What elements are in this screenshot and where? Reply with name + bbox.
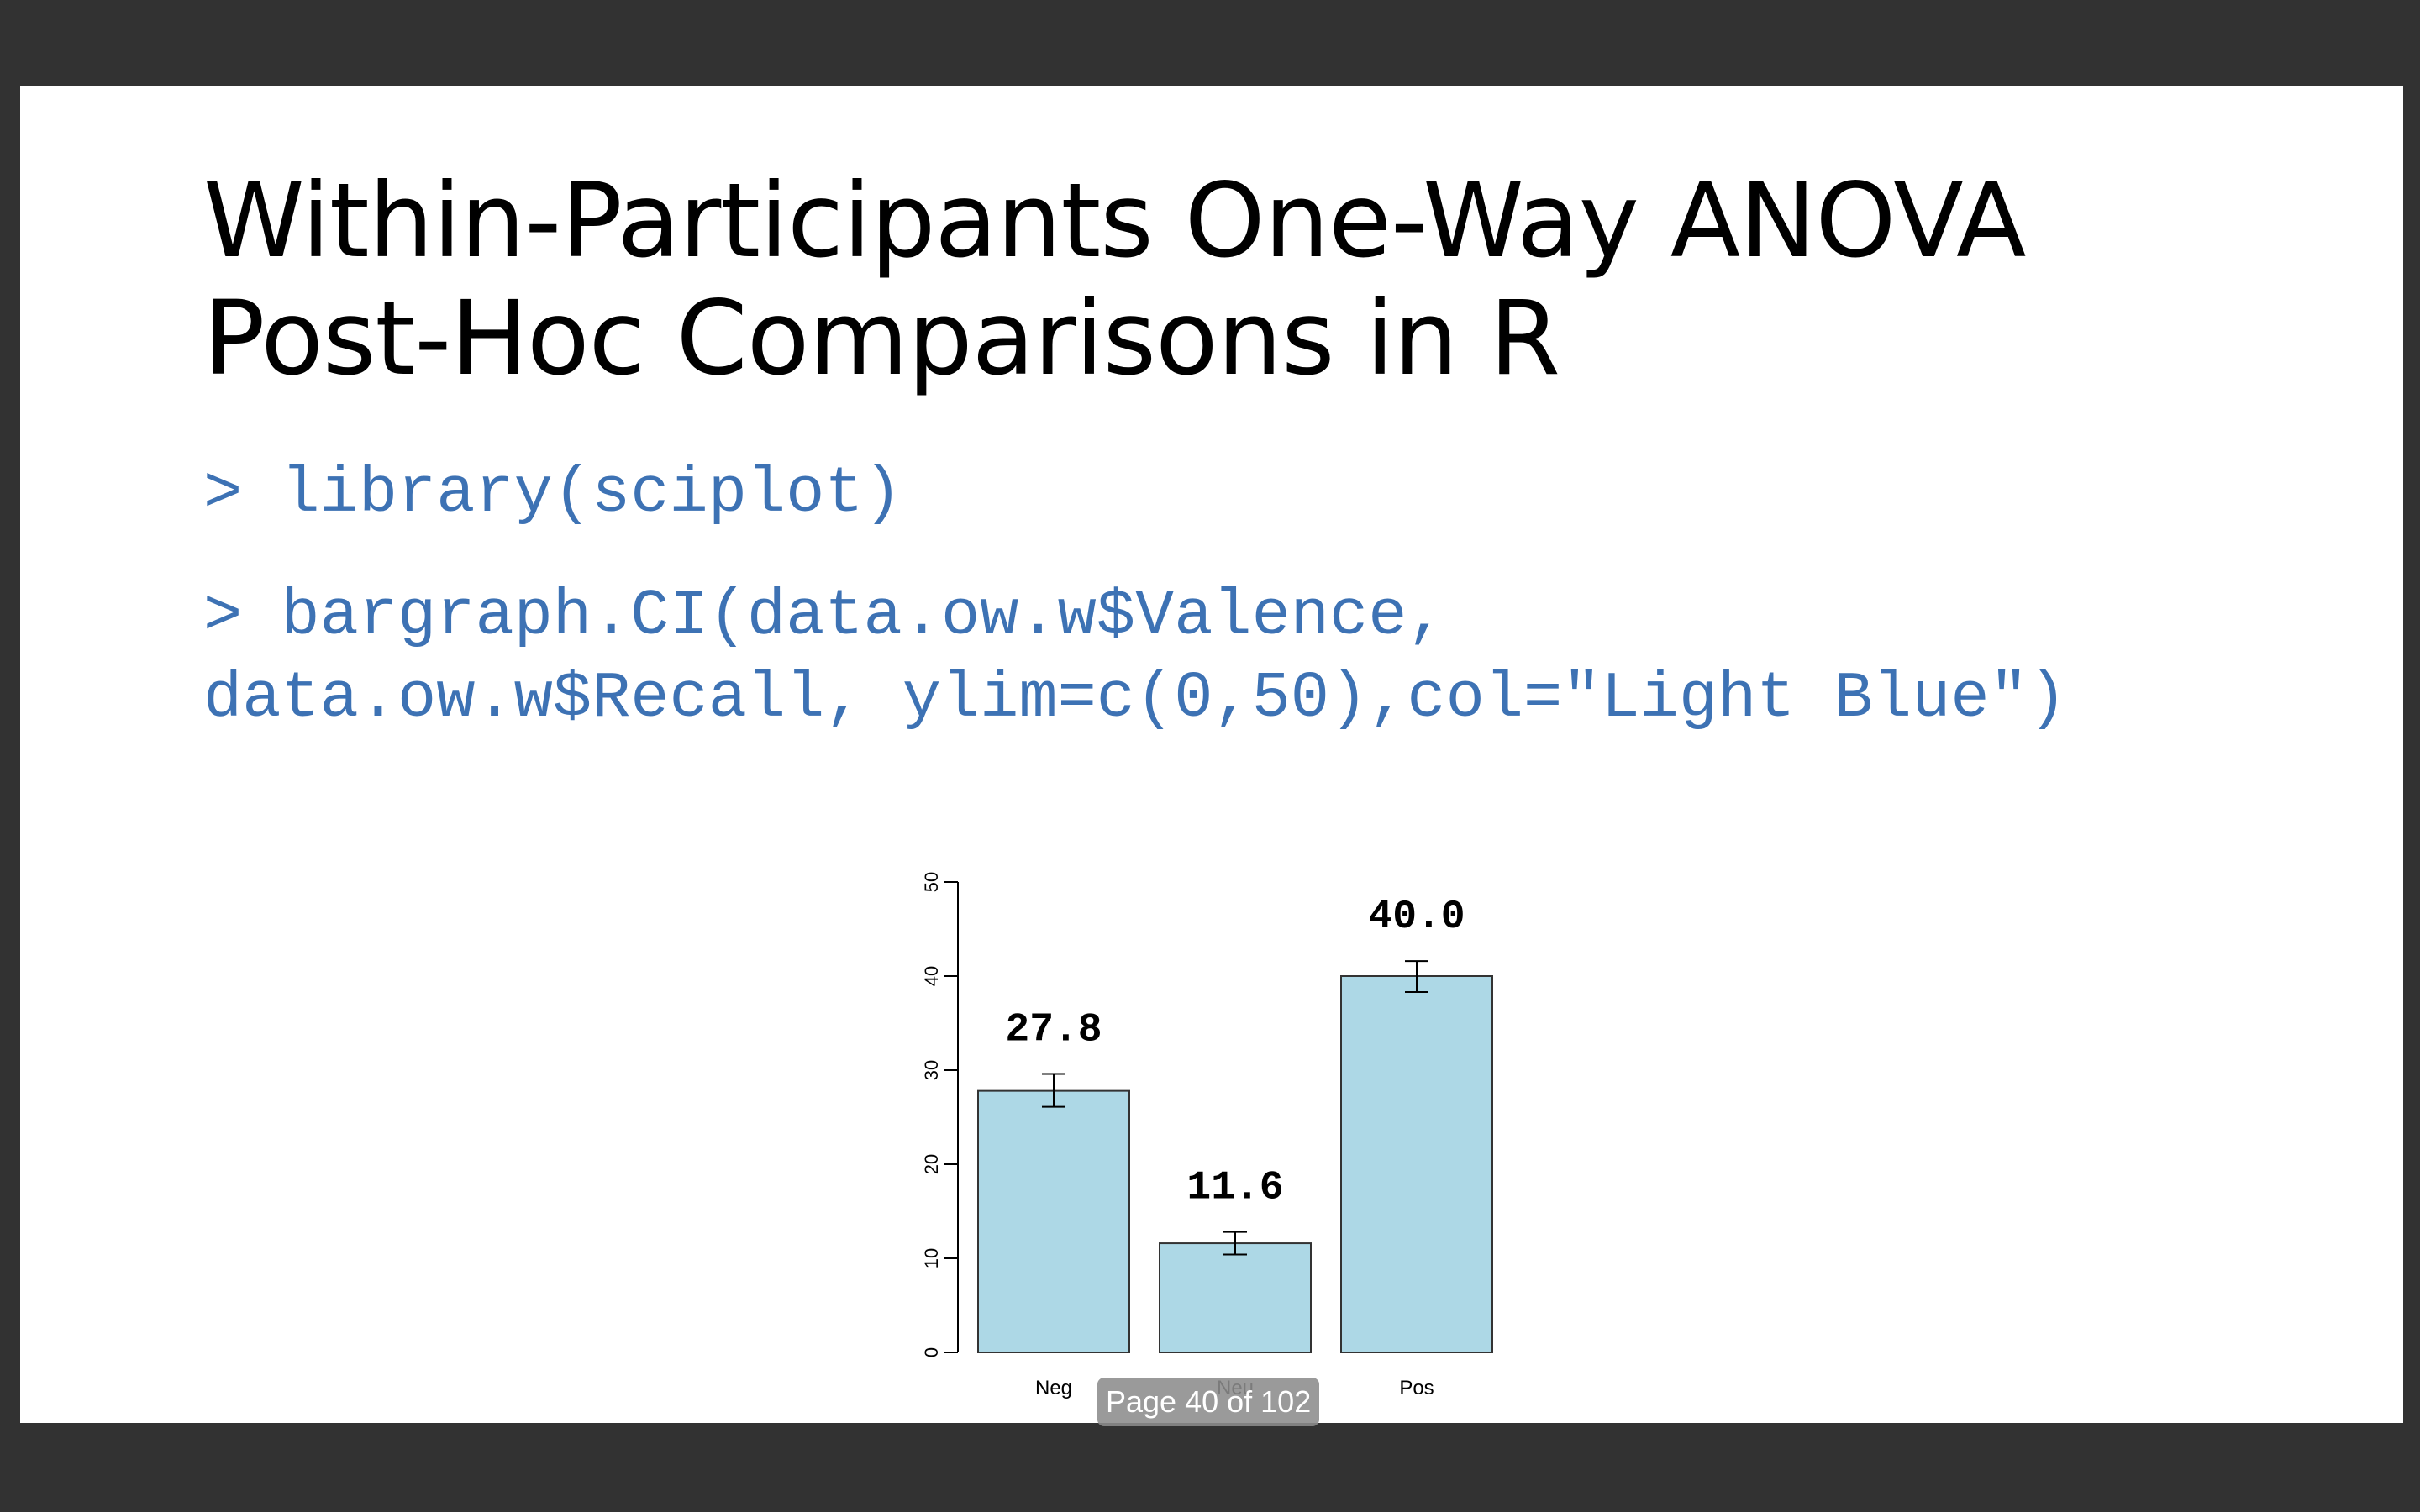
y-tick-label: 10 — [921, 1248, 942, 1268]
x-tick-label-pos: Pos — [1399, 1377, 1434, 1399]
bar-pos — [1340, 975, 1493, 1353]
slide: Within-Participants One-Way ANOVA Post-H… — [20, 86, 2403, 1423]
data-label-pos: 40.0 — [1368, 895, 1465, 940]
bar-neu — [1159, 1242, 1312, 1353]
y-axis: 0 10 20 30 40 50 — [921, 872, 959, 1357]
page-indicator: Page 40 of 102 — [1097, 1378, 1320, 1426]
bar-neg — [977, 1089, 1130, 1353]
data-label-neg: 27.8 — [1005, 1007, 1102, 1053]
y-tick-label: 30 — [921, 1060, 942, 1080]
code-line-bargraph-cont: data.ow.w$Recall, ylim=c(0,50),col="Ligh… — [203, 663, 2067, 736]
y-tick-label: 0 — [921, 1347, 942, 1357]
y-tick-label: 40 — [921, 966, 942, 986]
x-tick-label-neg: Neg — [1035, 1377, 1072, 1399]
code-line-bargraph: > bargraph.CI(data.ow.w$Valence, — [203, 580, 1446, 654]
data-label-neu: 11.6 — [1186, 1166, 1283, 1211]
bars: 27.8 11.6 40.0 — [977, 895, 1493, 1353]
y-tick-label: 50 — [921, 872, 942, 892]
slide-title-line-2: Post-Hoc Comparisons in R — [203, 279, 1560, 398]
y-tick-label: 20 — [921, 1154, 942, 1174]
code-line-library: > library(sciplot) — [203, 458, 902, 531]
slide-title-line-1: Within-Participants One-Way ANOVA — [203, 161, 2026, 281]
